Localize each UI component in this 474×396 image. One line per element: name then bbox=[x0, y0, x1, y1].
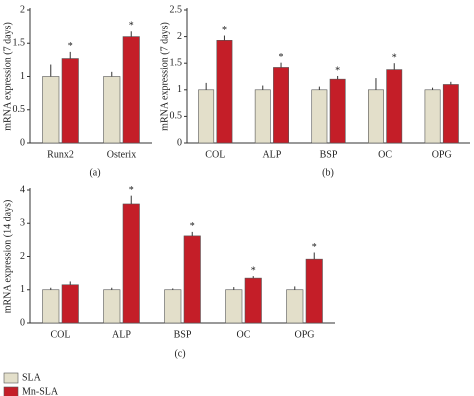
bar bbox=[424, 89, 441, 144]
x-tick-label: Osterix bbox=[107, 149, 136, 160]
y-tick-label: 0 bbox=[20, 317, 25, 328]
x-tick-label: BSP bbox=[174, 329, 192, 340]
panel-label: (c) bbox=[174, 348, 185, 359]
bar bbox=[42, 76, 60, 144]
bar bbox=[183, 235, 201, 324]
bar bbox=[122, 203, 140, 324]
y-axis-label: mRNA expression (7 days) bbox=[2, 22, 13, 131]
x-tick-label: OPG bbox=[294, 329, 314, 340]
bar bbox=[103, 76, 121, 144]
significance-marker: * bbox=[335, 65, 340, 76]
legend-label: Mn-SLA bbox=[22, 386, 59, 396]
bar bbox=[442, 84, 459, 144]
y-axis-label: mRNA expression (7 days) bbox=[159, 22, 170, 131]
x-tick-label: Runx2 bbox=[47, 149, 74, 160]
bar bbox=[305, 258, 323, 324]
y-tick-label: 0.5 bbox=[13, 104, 26, 115]
bar bbox=[198, 89, 215, 144]
bar bbox=[122, 36, 140, 144]
bar bbox=[286, 289, 304, 324]
significance-marker: * bbox=[129, 21, 134, 32]
y-tick-label: 1.5 bbox=[170, 57, 183, 68]
x-tick-label: OC bbox=[237, 329, 251, 340]
x-tick-label: BSP bbox=[320, 149, 338, 160]
bar bbox=[61, 58, 79, 144]
bar bbox=[164, 289, 182, 324]
y-tick-label: 1.5 bbox=[13, 38, 26, 49]
significance-marker: * bbox=[129, 185, 134, 196]
panel-label: (a) bbox=[89, 167, 100, 178]
panel-label: (b) bbox=[322, 167, 334, 178]
y-tick-label: 2 bbox=[177, 31, 182, 42]
significance-marker: * bbox=[251, 265, 256, 276]
y-tick-label: 0.5 bbox=[170, 111, 183, 122]
y-tick-label: 2.5 bbox=[170, 4, 183, 15]
y-tick-label: 0 bbox=[177, 137, 182, 148]
legend-label: SLA bbox=[22, 372, 42, 383]
y-tick-label: 1 bbox=[20, 284, 25, 295]
bar bbox=[225, 289, 243, 324]
legend-swatch bbox=[3, 386, 19, 396]
bar bbox=[254, 89, 271, 144]
y-tick-label: 0 bbox=[20, 137, 25, 148]
bar bbox=[42, 289, 60, 324]
y-tick-label: 2 bbox=[20, 251, 25, 262]
x-tick-label: COL bbox=[205, 149, 225, 160]
bar bbox=[103, 289, 121, 324]
bar bbox=[273, 67, 289, 144]
x-tick-label: COL bbox=[51, 329, 71, 340]
significance-marker: * bbox=[279, 52, 284, 63]
x-tick-label: OC bbox=[378, 149, 392, 160]
y-tick-label: 2 bbox=[20, 4, 25, 15]
y-tick-label: 3 bbox=[20, 218, 25, 229]
bar bbox=[216, 40, 233, 144]
bar bbox=[311, 89, 328, 144]
significance-marker: * bbox=[392, 52, 397, 63]
y-tick-label: 4 bbox=[20, 184, 25, 195]
significance-marker: * bbox=[312, 242, 317, 253]
y-tick-label: 1 bbox=[20, 71, 25, 82]
bar bbox=[244, 277, 262, 324]
x-tick-label: ALP bbox=[112, 329, 131, 340]
bar bbox=[386, 69, 403, 144]
y-tick-label: 1 bbox=[177, 84, 182, 95]
y-axis-label: mRNA expression (14 days) bbox=[2, 200, 13, 314]
x-tick-label: ALP bbox=[262, 149, 281, 160]
significance-marker: * bbox=[68, 41, 73, 52]
bar bbox=[61, 284, 79, 324]
significance-marker: * bbox=[190, 221, 195, 232]
x-tick-label: OPG bbox=[432, 149, 452, 160]
bar bbox=[329, 78, 346, 144]
legend-swatch bbox=[3, 372, 19, 384]
bar bbox=[368, 89, 384, 144]
significance-marker: * bbox=[222, 25, 227, 36]
